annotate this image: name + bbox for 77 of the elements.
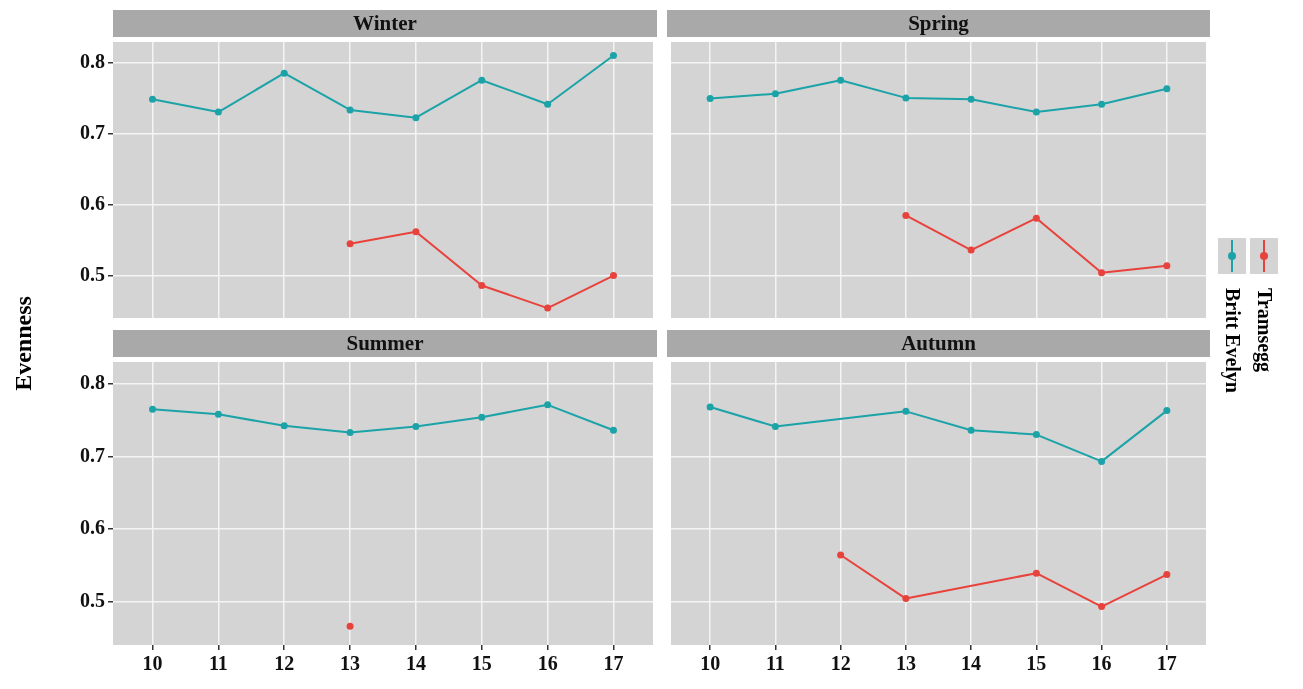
x-tick-label: 14 (405, 652, 426, 675)
point (214, 108, 222, 116)
point (412, 114, 420, 122)
point (1163, 85, 1171, 93)
point (1163, 262, 1171, 270)
x-tick-label: 11 (208, 652, 228, 675)
point (478, 76, 486, 84)
y-tick-label: 0.7 (80, 121, 105, 144)
x-tick-label: 10 (700, 652, 721, 675)
point (771, 90, 779, 98)
point (1032, 214, 1040, 222)
x-tick-label: 13 (895, 652, 916, 675)
y-tick-label: 0.8 (80, 370, 105, 393)
point (1098, 269, 1106, 277)
point (609, 272, 617, 280)
point (967, 246, 975, 254)
point (412, 423, 420, 431)
point (609, 426, 617, 434)
point (1032, 108, 1040, 116)
point (544, 100, 552, 108)
y-tick-label: 0.6 (80, 191, 105, 214)
point (544, 304, 552, 312)
point (902, 94, 910, 102)
point (967, 426, 975, 434)
point (346, 428, 354, 436)
point (1098, 100, 1106, 108)
x-tick-label: 17 (603, 652, 624, 675)
x-tick-label: 14 (961, 652, 982, 675)
point (609, 51, 617, 59)
point (280, 69, 288, 77)
point (837, 76, 845, 84)
point (706, 95, 714, 103)
chart-title: Autumn (667, 330, 1210, 357)
y-tick-label: 0.6 (80, 516, 105, 539)
y-axis-title: Evenness (9, 295, 37, 393)
x-tick-label: 16 (537, 652, 558, 675)
point (478, 413, 486, 421)
y-tick-label: 0.7 (80, 443, 105, 466)
x-tick-label: 11 (765, 652, 785, 675)
x-tick-label: 15 (1026, 652, 1047, 675)
point (214, 410, 222, 418)
point (1163, 407, 1171, 415)
point (1098, 603, 1106, 611)
x-tick-label: 10 (142, 652, 163, 675)
x-tick-label: 13 (340, 652, 361, 675)
point (1032, 431, 1040, 439)
point (1032, 569, 1040, 577)
point (280, 422, 288, 430)
point (346, 106, 354, 114)
point (902, 407, 910, 415)
x-tick-label: 17 (1156, 652, 1177, 675)
x-tick-label: 12 (830, 652, 851, 675)
point (902, 595, 910, 603)
point (412, 228, 420, 236)
x-tick-label: 15 (471, 652, 492, 675)
point (706, 403, 714, 411)
point (967, 95, 975, 103)
point (149, 95, 157, 103)
y-tick-label: 0.8 (80, 50, 105, 73)
point (1098, 457, 1106, 465)
point (771, 423, 779, 431)
point (478, 281, 486, 289)
chart-title: Spring (667, 10, 1210, 37)
point (902, 211, 910, 219)
legend-label: Tramsegg (1252, 288, 1276, 373)
point (346, 240, 354, 248)
point (837, 551, 845, 559)
x-tick-label: 16 (1091, 652, 1112, 675)
legend-label: Britt Evelyn (1220, 288, 1244, 393)
chart-title: Summer (113, 330, 657, 357)
point (149, 405, 157, 413)
y-tick-label: 0.5 (80, 588, 105, 611)
y-tick-label: 0.5 (80, 262, 105, 285)
point (1163, 571, 1171, 579)
x-tick-label: 12 (274, 652, 295, 675)
point (544, 401, 552, 409)
chart-title: Winter (113, 10, 657, 37)
